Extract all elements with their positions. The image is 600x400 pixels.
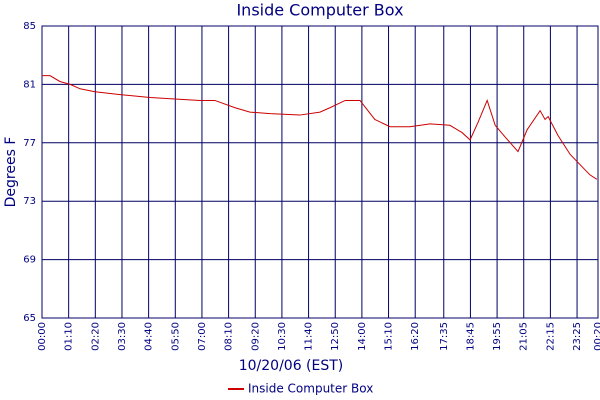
x-tick-label: 10:30 xyxy=(277,322,288,351)
x-tick-label: 05:50 xyxy=(170,322,181,351)
y-axis-label: Degrees F xyxy=(3,137,19,208)
x-tick-label: 09:20 xyxy=(250,322,261,351)
x-tick-label: 15:10 xyxy=(384,322,395,351)
x-tick-label: 11:40 xyxy=(304,322,315,351)
plot-area xyxy=(41,25,599,319)
y-tick-label: 81 xyxy=(23,79,36,90)
x-tick-label: 12:50 xyxy=(330,322,341,351)
x-tick-label: 03:30 xyxy=(117,322,128,351)
y-tick-label: 85 xyxy=(23,21,36,32)
x-tick-label: 23:25 xyxy=(572,322,583,351)
x-tick-label: 22:15 xyxy=(545,322,556,351)
data-line xyxy=(42,75,598,180)
x-tick-label: 16:20 xyxy=(410,322,421,351)
x-tick-label: 17:35 xyxy=(439,322,450,351)
x-axis-label: 10/20/06 (EST) xyxy=(239,358,344,374)
x-tick-label: 07:00 xyxy=(197,322,208,351)
y-tick-label: 69 xyxy=(23,255,36,266)
y-tick-label: 77 xyxy=(23,138,36,149)
x-tick-label: 21:05 xyxy=(519,322,530,351)
x-tick-label: 08:10 xyxy=(224,322,235,351)
x-tick-label: 14:00 xyxy=(357,322,368,351)
chart-title: Inside Computer Box xyxy=(236,1,403,20)
x-tick-label: 02:20 xyxy=(90,322,101,351)
y-tick-label: 73 xyxy=(23,196,36,207)
x-tick-label: 19:55 xyxy=(492,322,503,351)
legend-label: Inside Computer Box xyxy=(248,382,373,396)
x-tick-label: 01:10 xyxy=(64,322,75,351)
x-tick-label: 00:00 xyxy=(37,322,48,351)
x-tick-label: 00:20 xyxy=(593,322,600,351)
x-tick-label: 04:40 xyxy=(144,322,155,351)
y-tick-label: 65 xyxy=(23,313,36,324)
x-tick-label: 18:45 xyxy=(465,322,476,351)
